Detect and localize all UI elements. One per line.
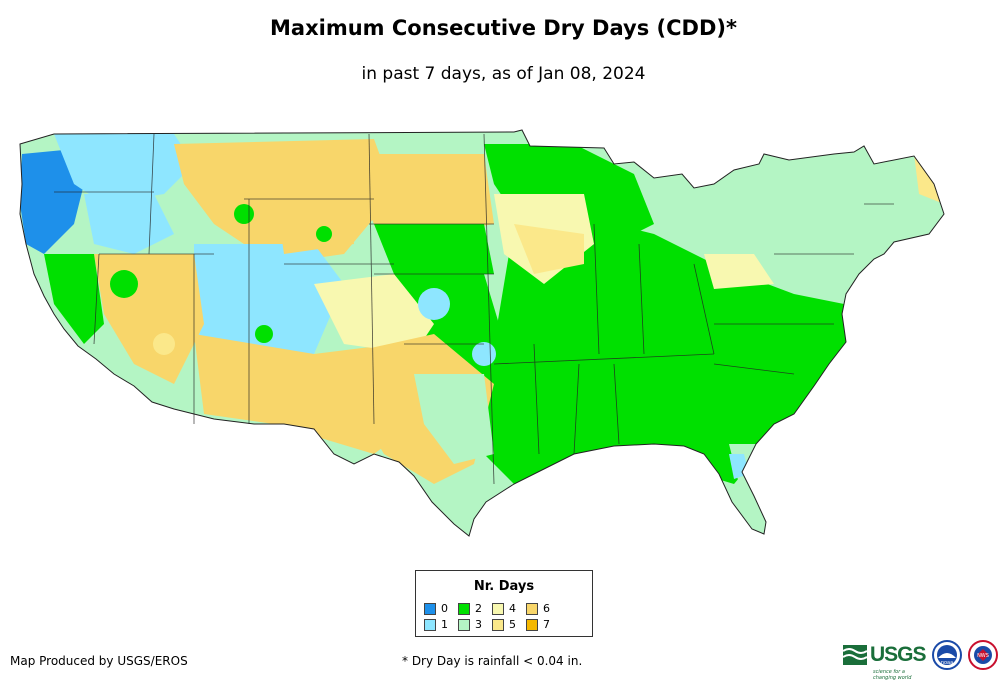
footnote-text: * Dry Day is rainfall < 0.04 in. — [402, 654, 583, 668]
legend-swatch — [492, 618, 504, 631]
map-title: Maximum Consecutive Dry Days (CDD)* — [270, 16, 737, 40]
legend-label: 5 — [509, 618, 516, 631]
legend-swatch — [526, 602, 538, 615]
us-dry-days-map — [19, 129, 945, 537]
usgs-wave-icon — [843, 645, 867, 665]
legend: Nr. Days 0 1 2 3 4 5 6 7 — [415, 570, 593, 637]
usgs-tagline: science for a changing world — [873, 669, 912, 681]
legend-swatch — [424, 602, 436, 615]
usgs-wordmark: USGS — [870, 643, 927, 666]
legend-label: 7 — [543, 618, 550, 631]
legend-item-5: 5 — [492, 618, 516, 631]
legend-label: 1 — [441, 618, 448, 631]
noaa-logo: noaa — [931, 640, 962, 670]
legend-swatch — [458, 602, 470, 615]
legend-swatch — [424, 618, 436, 631]
logos: USGS science for a changing world noaa N… — [843, 640, 998, 681]
legend-title: Nr. Days — [473, 579, 535, 594]
legend-item-1: 1 — [424, 618, 448, 631]
legend-item-3: 3 — [458, 618, 482, 631]
legend-swatch — [526, 618, 538, 631]
legend-item-2: 2 — [458, 602, 482, 615]
legend-label: 0 — [441, 602, 448, 615]
noaa-text: noaa — [940, 660, 952, 666]
nws-logo: NWS — [967, 640, 998, 670]
nws-text: NWS — [977, 653, 989, 659]
credit-text: Map Produced by USGS/EROS — [10, 654, 188, 668]
legend-item-6: 6 — [526, 602, 550, 615]
legend-swatch — [458, 618, 470, 631]
legend-item-7: 7 — [526, 618, 550, 631]
map-subtitle: in past 7 days, as of Jan 08, 2024 — [361, 64, 646, 84]
legend-swatch — [492, 602, 504, 615]
legend-label: 3 — [475, 618, 482, 631]
usgs-logo: USGS science for a changing world — [843, 643, 927, 681]
legend-label: 6 — [543, 602, 550, 615]
legend-item-0: 0 — [424, 602, 448, 615]
legend-label: 2 — [475, 602, 482, 615]
legend-label: 4 — [509, 602, 516, 615]
legend-item-4: 4 — [492, 602, 516, 615]
